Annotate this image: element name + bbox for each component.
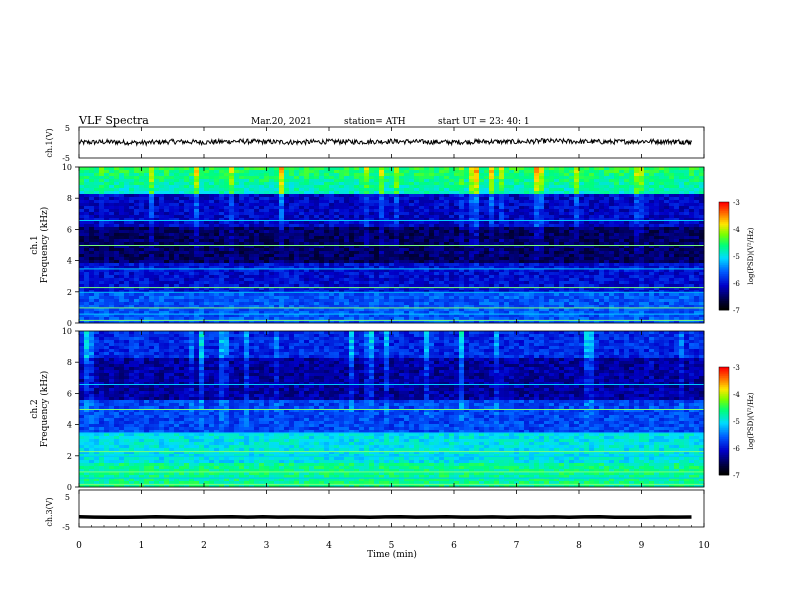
x-tick-label: 6 — [451, 541, 457, 551]
ch2-spectrogram-image — [79, 331, 705, 488]
x-tick-label: 10 — [698, 541, 710, 551]
spec1-yticks-label: 0 — [67, 319, 72, 328]
ch3-ylabel: ch.3(V) — [45, 497, 54, 526]
colorbar-label: log(PSD)(V²/Hz) — [747, 392, 755, 449]
station-label: station= ATH — [344, 117, 406, 127]
ch1-spec-ylabel: Frequency (kHz) — [39, 207, 50, 284]
colorbar-tick: -5 — [733, 418, 740, 426]
ch3-ytick-bottom: -5 — [62, 523, 70, 532]
colorbar-label: log(PSD)(V²/Hz) — [747, 227, 755, 284]
x-tick-label: 2 — [201, 541, 207, 551]
x-tick-label: 4 — [326, 541, 332, 551]
spec1-yticks-label: 2 — [67, 288, 72, 297]
spec2-yticks-label: 8 — [67, 358, 72, 367]
colorbar-tick: -4 — [733, 226, 740, 234]
ch1-colorbar: -3 -4 -5 -6 -7 log(PSD)(V²/Hz) — [718, 199, 755, 315]
colorbar-tick: -7 — [733, 472, 740, 480]
ch2-spec-ylabel: Frequency (kHz) — [39, 371, 50, 448]
x-tick-label: 3 — [264, 541, 270, 551]
colorbar-tick: -3 — [733, 199, 740, 207]
spec1-yticks-label: 6 — [67, 225, 72, 234]
ch1-waveform-panel: 5 -5 ch.1(V) — [45, 124, 705, 163]
ch2-colorbar: -3 -4 -5 -6 -7 log(PSD)(V²/Hz) — [718, 364, 755, 480]
ch1-ytick-bottom: -5 — [62, 154, 70, 163]
ch3-waveform-trace — [78, 514, 692, 520]
spec2-yticks-label: 10 — [62, 327, 72, 336]
ch2-spec-channel-label: ch.2 — [30, 399, 40, 418]
spec2-yticks-label: 0 — [67, 483, 72, 492]
time-axis: 0 1 2 3 4 5 6 7 8 9 10 — [76, 127, 710, 551]
colorbar-tick: -3 — [733, 364, 740, 372]
x-axis-label: Time (min) — [367, 549, 417, 560]
x-tick-label: 8 — [576, 541, 582, 551]
ch1-spectrogram-image — [79, 167, 705, 324]
ch1-spec-channel-label: ch.1 — [30, 235, 40, 254]
ch3-waveform-panel: 5 -5 ch.3(V) — [45, 489, 705, 532]
x-tick-label: 7 — [514, 541, 520, 551]
date-label: Mar.20, 2021 — [251, 117, 312, 127]
ch1-waveform-trace — [78, 137, 692, 147]
spec1-yticks-label: 8 — [67, 194, 72, 203]
ch1-ylabel: ch.1(V) — [45, 128, 54, 157]
x-tick-label: 0 — [76, 541, 82, 551]
spec2-yticks-label: 4 — [67, 421, 72, 430]
spec1-yticks-label: 4 — [67, 257, 72, 266]
colorbar-tick: -6 — [733, 280, 740, 288]
colorbar-tick: -7 — [733, 307, 740, 315]
spec2-yticks-label: 6 — [67, 389, 72, 398]
x-tick-label: 5 — [389, 541, 395, 551]
x-tick-label: 9 — [639, 541, 645, 551]
colorbar-tick: -4 — [733, 391, 740, 399]
start-time-label: start UT = 23: 40: 1 — [438, 117, 530, 127]
ch1-ytick-top: 5 — [65, 124, 70, 133]
colorbar-tick: -6 — [733, 445, 740, 453]
colorbar-tick: -5 — [733, 253, 740, 261]
ch3-ytick-top: 5 — [65, 493, 70, 502]
ch1-spectrogram-panel: 0 2 4 6 8 10 ch.1 Frequency (kHz) -3 -4 -5 -6 -7 l… — [30, 163, 755, 328]
figure-title: VLF Spectra — [78, 114, 149, 127]
spec1-yticks-label: 10 — [62, 163, 72, 172]
spec2-yticks-label: 2 — [67, 452, 72, 461]
x-tick-label: 1 — [139, 541, 145, 551]
ch2-spectrogram-panel: 0 2 4 6 8 10 ch.2 Frequency (kHz) -3 -4 -5 -6 -7 l… — [30, 327, 755, 492]
